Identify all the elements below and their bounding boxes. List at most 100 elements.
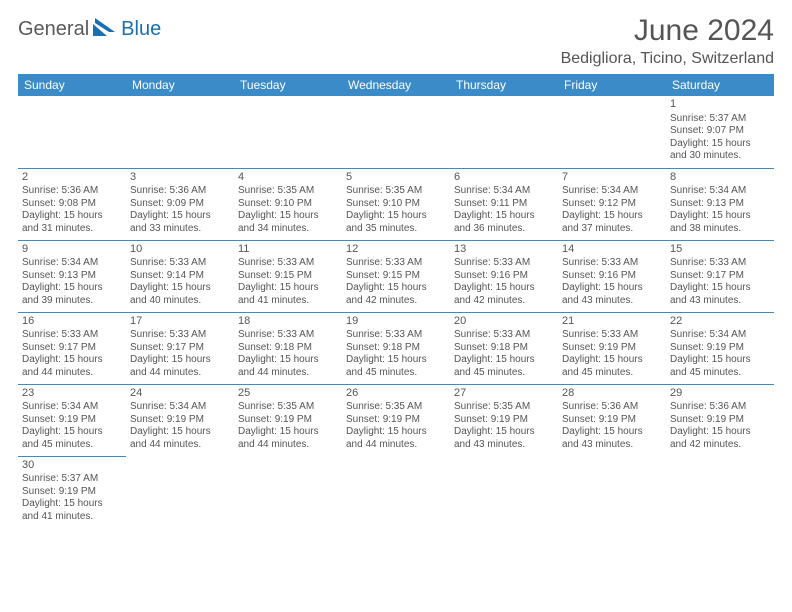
calendar-cell: 16Sunrise: 5:33 AMSunset: 9:17 PMDayligh…	[18, 312, 126, 384]
day-number: 18	[238, 315, 338, 329]
daylight-text: Daylight: 15 hours and 45 minutes.	[670, 354, 770, 379]
sunrise-text: Sunrise: 5:34 AM	[670, 329, 770, 342]
brand-logo: General Blue	[18, 18, 161, 41]
calendar-cell	[558, 456, 666, 528]
daylight-text: Daylight: 15 hours and 42 minutes.	[454, 282, 554, 307]
brand-mark-icon	[93, 18, 119, 41]
calendar-cell: 29Sunrise: 5:36 AMSunset: 9:19 PMDayligh…	[666, 384, 774, 456]
daylight-text: Daylight: 15 hours and 41 minutes.	[22, 498, 122, 523]
calendar-cell: 10Sunrise: 5:33 AMSunset: 9:14 PMDayligh…	[126, 240, 234, 312]
day-number: 2	[22, 171, 122, 185]
calendar-cell	[126, 96, 234, 168]
daylight-text: Daylight: 15 hours and 31 minutes.	[22, 210, 122, 235]
calendar-cell: 14Sunrise: 5:33 AMSunset: 9:16 PMDayligh…	[558, 240, 666, 312]
weekday-header: Saturday	[666, 74, 774, 96]
day-number: 20	[454, 315, 554, 329]
sunset-text: Sunset: 9:17 PM	[130, 342, 230, 355]
sunrise-text: Sunrise: 5:35 AM	[454, 401, 554, 414]
sunset-text: Sunset: 9:12 PM	[562, 198, 662, 211]
day-number: 24	[130, 387, 230, 401]
day-number: 23	[22, 387, 122, 401]
sunset-text: Sunset: 9:13 PM	[22, 270, 122, 283]
sunset-text: Sunset: 9:14 PM	[130, 270, 230, 283]
day-number: 25	[238, 387, 338, 401]
sunrise-text: Sunrise: 5:36 AM	[670, 401, 770, 414]
day-number: 30	[22, 459, 122, 473]
sunset-text: Sunset: 9:10 PM	[238, 198, 338, 211]
daylight-text: Daylight: 15 hours and 44 minutes.	[238, 354, 338, 379]
calendar-cell: 13Sunrise: 5:33 AMSunset: 9:16 PMDayligh…	[450, 240, 558, 312]
calendar-row: 30Sunrise: 5:37 AMSunset: 9:19 PMDayligh…	[18, 456, 774, 528]
calendar-cell	[18, 96, 126, 168]
calendar-cell: 25Sunrise: 5:35 AMSunset: 9:19 PMDayligh…	[234, 384, 342, 456]
weekday-header: Thursday	[450, 74, 558, 96]
day-number: 22	[670, 315, 770, 329]
day-number: 13	[454, 243, 554, 257]
sunrise-text: Sunrise: 5:34 AM	[130, 401, 230, 414]
calendar-cell	[342, 96, 450, 168]
daylight-text: Daylight: 15 hours and 39 minutes.	[22, 282, 122, 307]
day-number: 29	[670, 387, 770, 401]
calendar-cell: 28Sunrise: 5:36 AMSunset: 9:19 PMDayligh…	[558, 384, 666, 456]
sunrise-text: Sunrise: 5:36 AM	[562, 401, 662, 414]
weekday-header: Tuesday	[234, 74, 342, 96]
calendar-cell: 9Sunrise: 5:34 AMSunset: 9:13 PMDaylight…	[18, 240, 126, 312]
daylight-text: Daylight: 15 hours and 43 minutes.	[454, 426, 554, 451]
day-number: 14	[562, 243, 662, 257]
title-block: June 2024 Bedigliora, Ticino, Switzerlan…	[561, 14, 774, 68]
calendar-cell: 20Sunrise: 5:33 AMSunset: 9:18 PMDayligh…	[450, 312, 558, 384]
sunset-text: Sunset: 9:19 PM	[238, 414, 338, 427]
sunset-text: Sunset: 9:19 PM	[562, 414, 662, 427]
calendar-cell	[126, 456, 234, 528]
sunrise-text: Sunrise: 5:35 AM	[346, 185, 446, 198]
sunset-text: Sunset: 9:19 PM	[670, 414, 770, 427]
sunrise-text: Sunrise: 5:35 AM	[346, 401, 446, 414]
sunset-text: Sunset: 9:17 PM	[670, 270, 770, 283]
calendar-cell: 23Sunrise: 5:34 AMSunset: 9:19 PMDayligh…	[18, 384, 126, 456]
location-text: Bedigliora, Ticino, Switzerland	[561, 50, 774, 68]
day-number: 11	[238, 243, 338, 257]
sunset-text: Sunset: 9:19 PM	[670, 342, 770, 355]
calendar-cell: 21Sunrise: 5:33 AMSunset: 9:19 PMDayligh…	[558, 312, 666, 384]
day-number: 3	[130, 171, 230, 185]
sunset-text: Sunset: 9:16 PM	[562, 270, 662, 283]
sunrise-text: Sunrise: 5:35 AM	[238, 401, 338, 414]
daylight-text: Daylight: 15 hours and 30 minutes.	[670, 138, 770, 163]
calendar-cell: 8Sunrise: 5:34 AMSunset: 9:13 PMDaylight…	[666, 168, 774, 240]
calendar-cell	[342, 456, 450, 528]
sunrise-text: Sunrise: 5:34 AM	[22, 401, 122, 414]
daylight-text: Daylight: 15 hours and 45 minutes.	[562, 354, 662, 379]
day-number: 7	[562, 171, 662, 185]
sunrise-text: Sunrise: 5:33 AM	[562, 257, 662, 270]
calendar-cell: 6Sunrise: 5:34 AMSunset: 9:11 PMDaylight…	[450, 168, 558, 240]
day-number: 17	[130, 315, 230, 329]
sunrise-text: Sunrise: 5:33 AM	[238, 257, 338, 270]
calendar-cell	[450, 456, 558, 528]
day-number: 4	[238, 171, 338, 185]
calendar-cell: 2Sunrise: 5:36 AMSunset: 9:08 PMDaylight…	[18, 168, 126, 240]
calendar-row: 16Sunrise: 5:33 AMSunset: 9:17 PMDayligh…	[18, 312, 774, 384]
sunset-text: Sunset: 9:07 PM	[670, 125, 770, 138]
calendar-cell	[666, 456, 774, 528]
day-number: 26	[346, 387, 446, 401]
sunrise-text: Sunrise: 5:36 AM	[130, 185, 230, 198]
calendar-cell: 26Sunrise: 5:35 AMSunset: 9:19 PMDayligh…	[342, 384, 450, 456]
calendar-cell: 17Sunrise: 5:33 AMSunset: 9:17 PMDayligh…	[126, 312, 234, 384]
day-number: 1	[670, 98, 770, 112]
sunrise-text: Sunrise: 5:34 AM	[670, 185, 770, 198]
sunrise-text: Sunrise: 5:33 AM	[130, 329, 230, 342]
daylight-text: Daylight: 15 hours and 44 minutes.	[238, 426, 338, 451]
calendar-cell	[450, 96, 558, 168]
day-number: 16	[22, 315, 122, 329]
sunset-text: Sunset: 9:13 PM	[670, 198, 770, 211]
calendar-cell: 12Sunrise: 5:33 AMSunset: 9:15 PMDayligh…	[342, 240, 450, 312]
sunrise-text: Sunrise: 5:33 AM	[670, 257, 770, 270]
sunset-text: Sunset: 9:18 PM	[346, 342, 446, 355]
daylight-text: Daylight: 15 hours and 42 minutes.	[670, 426, 770, 451]
sunset-text: Sunset: 9:19 PM	[22, 486, 122, 499]
weekday-header: Sunday	[18, 74, 126, 96]
day-number: 15	[670, 243, 770, 257]
sunset-text: Sunset: 9:17 PM	[22, 342, 122, 355]
brand-part2: Blue	[121, 18, 161, 41]
daylight-text: Daylight: 15 hours and 37 minutes.	[562, 210, 662, 235]
